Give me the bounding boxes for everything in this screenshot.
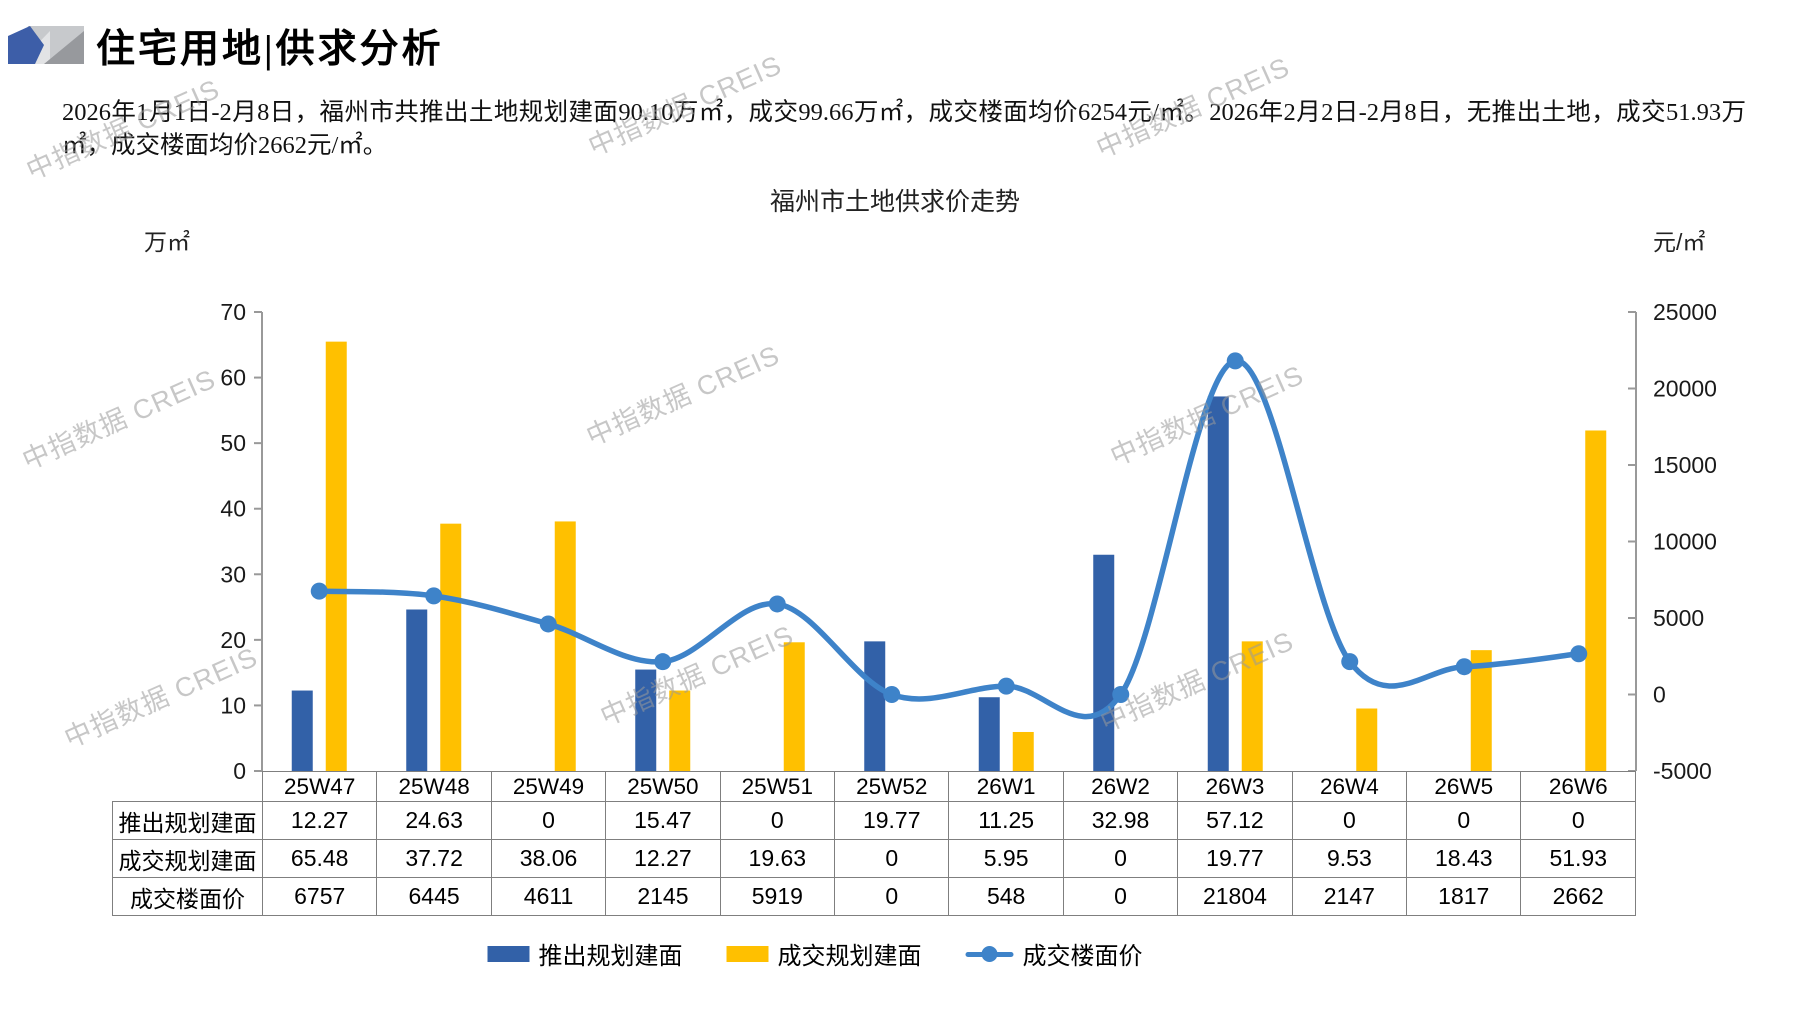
summary-text: 2026年1月1日-2月8日，福州市共推出土地规划建面90.10万㎡，成交99.… xyxy=(62,99,1746,160)
page-title: 住宅用地|供求分析 xyxy=(96,28,444,71)
price-line-markers xyxy=(310,352,1588,703)
table-value-cell: 51.93 xyxy=(1520,839,1636,878)
table-value-cell: 0 xyxy=(1062,877,1179,916)
table-row: 成交规划建面 65.48 37.72 38.06 12.27 19.63 0 5.95 0 19.… xyxy=(112,839,1636,878)
table-value-cell: 0 xyxy=(719,801,836,840)
chart-legend: 推出规划建面 成交规划建面 成交楼面价 xyxy=(487,936,1143,971)
watermark-text: 中指数据 CREIS xyxy=(1105,359,1309,472)
right-axis-unit-label: 元/㎡ xyxy=(1653,229,1706,255)
column-header-cell: 25W51 xyxy=(719,771,836,802)
chart-data-table: 25W47 25W48 25W49 25W50 25W51 25W52 26W1 26W2 26… xyxy=(112,771,1636,916)
axis-tick-labels: 7060504030201002500020000150001000050000… xyxy=(220,299,1717,784)
table-value-cell: 0 xyxy=(490,801,607,840)
bar-series xyxy=(291,341,1607,771)
svg-text:0: 0 xyxy=(1653,682,1666,708)
table-value-cell: 5.95 xyxy=(948,839,1064,878)
svg-text:50: 50 xyxy=(220,430,246,456)
table-value-cell: 12.27 xyxy=(261,801,378,840)
axes xyxy=(254,311,1637,772)
column-header-cell: 26W5 xyxy=(1406,771,1522,802)
svg-text:60: 60 xyxy=(220,365,246,391)
column-header-cell: 25W50 xyxy=(605,771,721,802)
svg-text:10: 10 xyxy=(220,692,246,718)
table-value-cell: 19.77 xyxy=(834,801,950,840)
table-row: 推出规划建面 12.27 24.63 0 15.47 0 19.77 11.25 32.98 57… xyxy=(112,801,1636,840)
svg-text:25000: 25000 xyxy=(1653,299,1717,325)
yellow-bar-swatch-icon xyxy=(726,945,769,962)
legend-label: 成交规划建面 xyxy=(777,944,922,970)
table-value-cell: 0 xyxy=(834,877,950,916)
table-corner-cell xyxy=(113,772,263,802)
table-value-cell: 38.06 xyxy=(490,839,607,878)
legend-item-price-line: 成交楼面价 xyxy=(965,936,1143,971)
svg-text:5000: 5000 xyxy=(1653,605,1704,631)
slide-bullet-icon xyxy=(8,26,84,64)
legend-label: 成交楼面价 xyxy=(1022,944,1143,970)
column-header-cell: 26W2 xyxy=(1062,771,1179,802)
svg-text:70: 70 xyxy=(220,299,246,325)
table-row: 成交楼面价 6757 6445 4611 2145 5919 0 548 0 21804 2147 1… xyxy=(112,877,1636,916)
table-row: 25W47 25W48 25W49 25W50 25W51 25W52 26W1 26W2 26… xyxy=(113,771,1636,802)
row-header-cell: 成交规划建面 xyxy=(112,839,263,878)
table-value-cell: 11.25 xyxy=(948,801,1064,840)
watermark-text: 中指数据 CREIS xyxy=(17,363,221,476)
svg-text:10000: 10000 xyxy=(1653,529,1717,555)
price-line xyxy=(319,358,1580,720)
table-value-cell: 0 xyxy=(834,839,950,878)
table-value-cell: 65.48 xyxy=(261,839,378,878)
table-value-cell: 5919 xyxy=(719,877,836,916)
table-value-cell: 0 xyxy=(1291,801,1408,840)
column-header-cell: 26W3 xyxy=(1177,771,1293,802)
table-value-cell: 2145 xyxy=(605,877,721,916)
svg-text:20000: 20000 xyxy=(1653,376,1717,402)
row-header-cell: 成交楼面价 xyxy=(112,877,263,916)
svg-text:-5000: -5000 xyxy=(1653,758,1712,784)
table-value-cell: 19.63 xyxy=(719,839,836,878)
table-value-cell: 37.72 xyxy=(376,839,492,878)
svg-text:30: 30 xyxy=(220,561,246,587)
watermark-text: 中指数据 CREIS xyxy=(595,619,799,732)
table-value-cell: 9.53 xyxy=(1291,839,1408,878)
watermark-text: 中指数据 CREIS xyxy=(1095,625,1299,738)
svg-text:40: 40 xyxy=(220,496,246,522)
watermark-text: 中指数据 CREIS xyxy=(59,641,263,754)
column-header-cell: 25W47 xyxy=(261,771,378,802)
column-header-cell: 25W49 xyxy=(490,771,607,802)
table-value-cell: 15.47 xyxy=(605,801,721,840)
table-value-cell: 6757 xyxy=(261,877,378,916)
table-value-cell: 0 xyxy=(1406,801,1522,840)
table-value-cell: 0 xyxy=(1062,839,1179,878)
chart-title: 福州市土地供求价走势 xyxy=(769,189,1021,216)
table-value-cell: 21804 xyxy=(1177,877,1293,916)
line-marker-swatch-icon xyxy=(965,945,1014,963)
table-value-cell: 1817 xyxy=(1406,877,1522,916)
table-value-cell: 4611 xyxy=(490,877,607,916)
table-value-cell: 548 xyxy=(948,877,1064,916)
legend-item-supply-bar: 推出规划建面 xyxy=(487,936,683,971)
table-value-cell: 0 xyxy=(1520,801,1636,840)
legend-item-deal-bar: 成交规划建面 xyxy=(726,936,922,971)
table-value-cell: 32.98 xyxy=(1062,801,1179,840)
table-value-cell: 24.63 xyxy=(376,801,492,840)
watermark-text: 中指数据 CREIS xyxy=(581,339,785,452)
table-value-cell: 2662 xyxy=(1520,877,1636,916)
table-value-cell: 6445 xyxy=(376,877,492,916)
table-value-cell: 57.12 xyxy=(1177,801,1293,840)
svg-text:20: 20 xyxy=(220,627,246,653)
column-header-cell: 26W1 xyxy=(948,771,1064,802)
legend-label: 推出规划建面 xyxy=(538,944,683,970)
svg-text:15000: 15000 xyxy=(1653,452,1717,478)
blue-bar-swatch-icon xyxy=(487,945,530,962)
left-axis-unit-label: 万㎡ xyxy=(144,229,190,255)
column-header-cell: 26W4 xyxy=(1291,771,1408,802)
column-header-cell: 26W6 xyxy=(1520,771,1636,802)
row-header-cell: 推出规划建面 xyxy=(112,801,263,840)
table-value-cell: 2147 xyxy=(1291,877,1408,916)
column-header-cell: 25W48 xyxy=(376,771,492,802)
column-header-cell: 25W52 xyxy=(834,771,950,802)
table-value-cell: 19.77 xyxy=(1177,839,1293,878)
table-value-cell: 12.27 xyxy=(605,839,721,878)
table-value-cell: 18.43 xyxy=(1406,839,1522,878)
